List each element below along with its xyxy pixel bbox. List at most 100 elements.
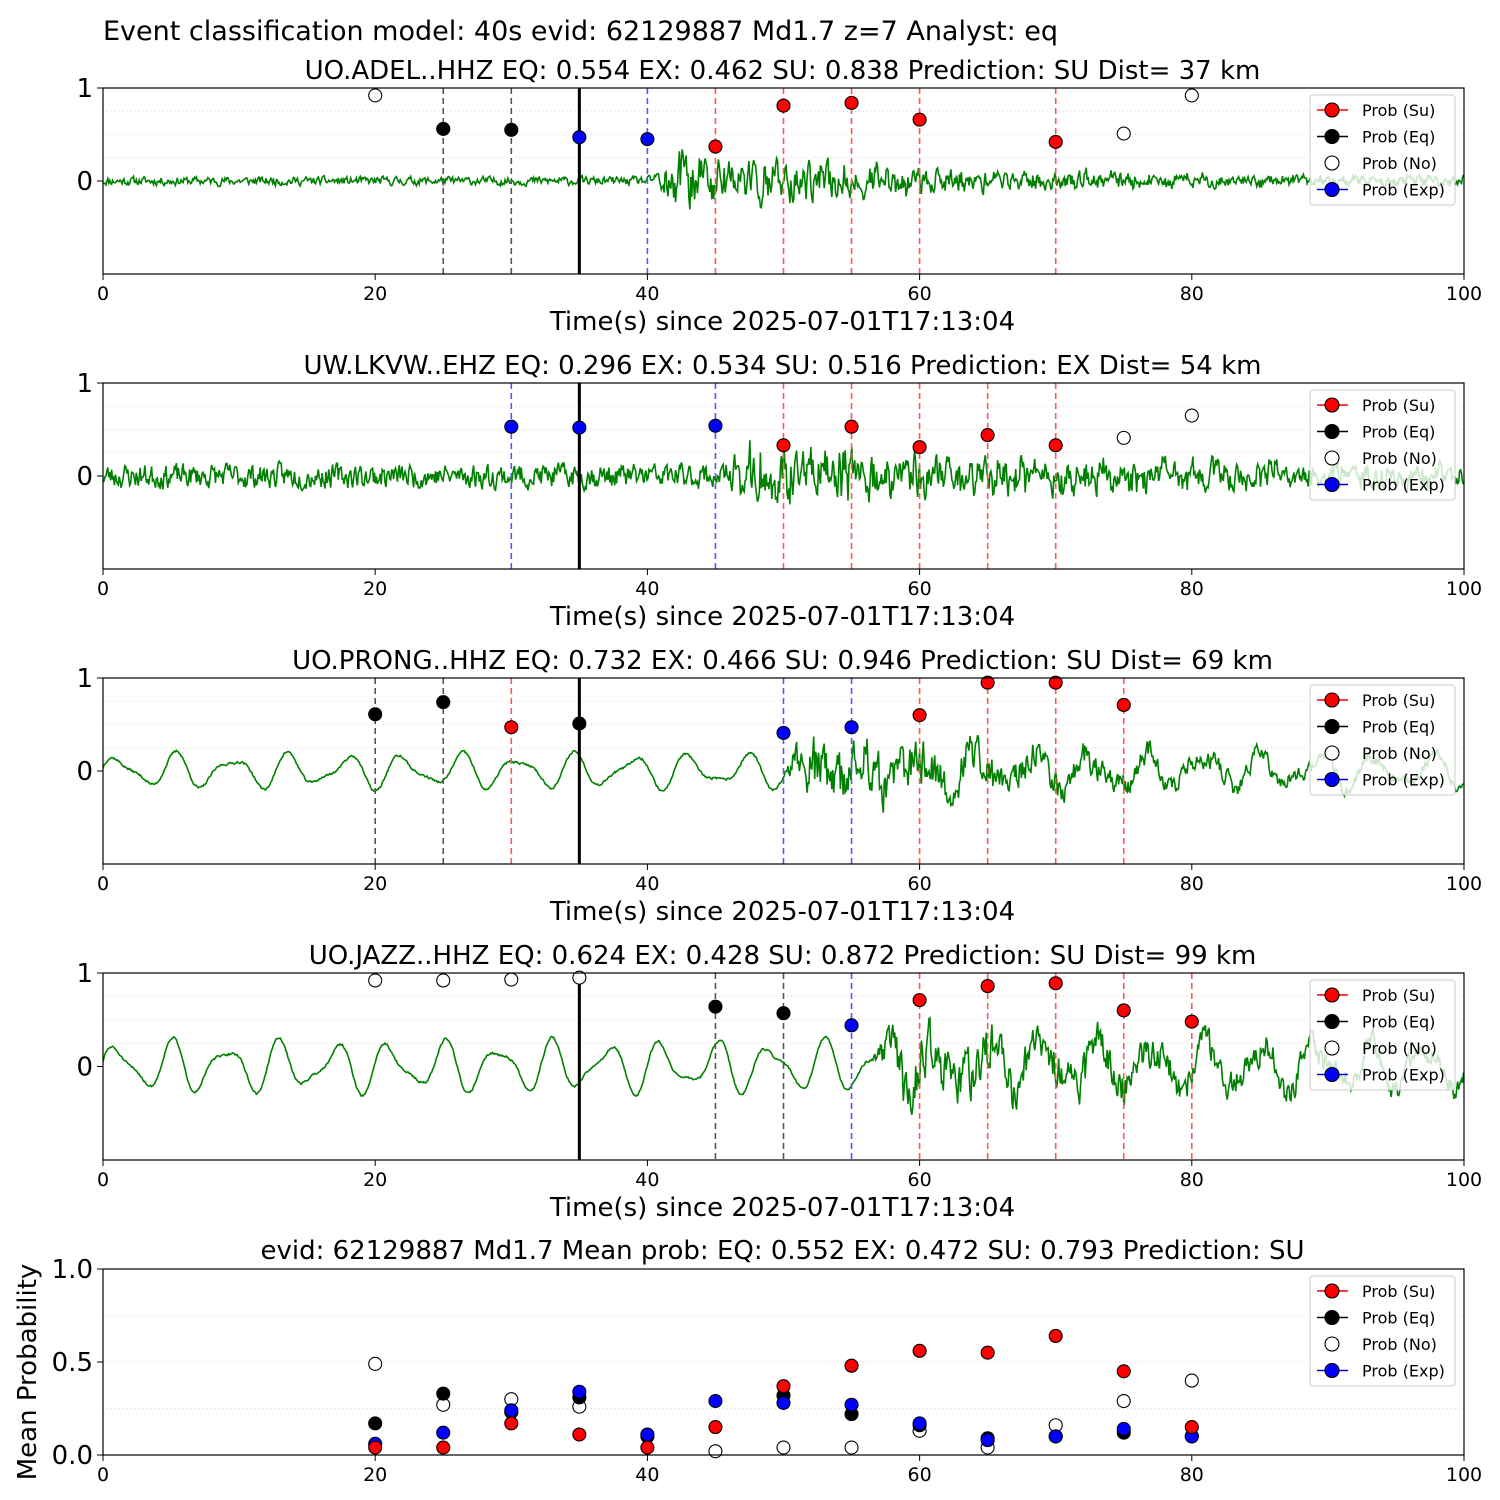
point-exp (776, 725, 791, 740)
x-tick-label: 80 (1180, 873, 1204, 895)
point-no (1116, 430, 1131, 445)
x-tick-label: 100 (1446, 578, 1482, 600)
legend-label-su: Prob (Su) (1362, 1282, 1435, 1301)
point-exp (708, 1394, 723, 1409)
x-tick-label: 0 (97, 578, 109, 600)
point-exp (844, 1397, 859, 1412)
point-eq (504, 122, 519, 137)
y-tick-label: 0 (76, 462, 93, 492)
point-exp (844, 1018, 859, 1033)
x-tick-label: 0 (97, 873, 109, 895)
point-su (708, 1420, 723, 1435)
point-su (980, 428, 995, 443)
point-su (1048, 134, 1063, 149)
legend-marker-eq (1324, 423, 1340, 440)
point-no (776, 1440, 791, 1455)
point-exp (912, 1416, 927, 1431)
legend-label-exp: Prob (Exp) (1362, 771, 1445, 790)
point-exp (844, 720, 859, 735)
panel-3: 0 20 40 60 80 100 0 1 UO.PRONG..HHZ EQ: 0.732 EX… (76, 646, 1482, 927)
point-no (504, 972, 519, 987)
point-exp (436, 1425, 451, 1440)
legend-marker-exp (1324, 181, 1340, 198)
legend-box (1309, 94, 1456, 206)
point-no (368, 88, 383, 103)
x-axis-label: Time(s) since 2025-07-01T17:13:04 (549, 1193, 1015, 1223)
legend-label-eq: Prob (Eq) (1362, 423, 1435, 442)
y-tick-label: 0.5 (52, 1348, 93, 1378)
x-tick-label: 100 (1446, 283, 1482, 305)
point-su (1116, 1364, 1131, 1379)
x-tick-label: 40 (635, 1464, 659, 1486)
x-axis-label: Time(s) since 2025-07-01T17:13:04 (549, 307, 1015, 337)
legend-label-eq: Prob (Eq) (1362, 1013, 1435, 1032)
panel-title: evid: 62129887 Md1.7 Mean prob: EQ: 0.55… (261, 1236, 1305, 1266)
point-exp (572, 130, 587, 145)
x-axis-label: Time(s) since 2025-07-01T17:13:04 (549, 897, 1015, 927)
legend-marker-no (1324, 155, 1340, 171)
legend-label-no: Prob (No) (1362, 744, 1437, 763)
legend-label-no: Prob (No) (1362, 1335, 1437, 1354)
x-tick-label: 40 (635, 283, 659, 305)
x-tick-label: 40 (635, 873, 659, 895)
x-tick-label: 60 (908, 1464, 932, 1486)
point-su (980, 675, 995, 690)
point-su (504, 1416, 519, 1431)
point-su (912, 993, 927, 1008)
x-tick-label: 20 (363, 283, 387, 305)
point-no (708, 1444, 723, 1459)
y-tick-label: 0 (76, 167, 93, 197)
point-no (1116, 126, 1131, 141)
point-su (504, 720, 519, 735)
x-tick-label: 0 (97, 1464, 109, 1486)
legend-marker-no (1324, 450, 1340, 466)
legend-marker-no (1324, 745, 1340, 761)
point-no (368, 973, 383, 988)
x-tick-label: 60 (908, 873, 932, 895)
point-eq (436, 695, 451, 710)
y-tick-label: 0 (76, 757, 93, 787)
point-no (1184, 1373, 1199, 1388)
point-eq (708, 999, 723, 1014)
point-eq (776, 1006, 791, 1021)
legend-marker-eq (1324, 1309, 1340, 1326)
x-tick-label: 40 (635, 578, 659, 600)
panel-4: 0 20 40 60 80 100 0 1 UO.JAZZ..HHZ EQ: 0.624 EX:… (76, 941, 1482, 1223)
legend-label-exp: Prob (Exp) (1362, 476, 1445, 495)
point-exp (708, 418, 723, 433)
legend-marker-eq (1324, 1013, 1340, 1030)
legend: Prob (Su) Prob (Eq) Prob (No) Prob (Exp) (1309, 94, 1456, 206)
legend-label-exp: Prob (Exp) (1362, 1066, 1445, 1085)
point-no (1184, 408, 1199, 423)
point-su (776, 1379, 791, 1394)
point-su (912, 1343, 927, 1358)
x-tick-label: 60 (908, 578, 932, 600)
legend-marker-no (1324, 1040, 1340, 1056)
x-tick-label: 40 (635, 1169, 659, 1191)
point-su (844, 419, 859, 434)
y-axis-label: Mean Probability (13, 1264, 43, 1481)
panel-title: UO.ADEL..HHZ EQ: 0.554 EX: 0.462 SU: 0.8… (305, 56, 1261, 86)
legend-label-eq: Prob (Eq) (1362, 718, 1435, 737)
point-su (572, 1427, 587, 1442)
legend-label-eq: Prob (Eq) (1362, 1309, 1435, 1328)
y-tick-label: 1 (76, 74, 93, 104)
legend-marker-su (1324, 692, 1340, 708)
legend-marker-no (1324, 1336, 1340, 1352)
x-tick-label: 20 (363, 578, 387, 600)
point-exp (504, 1403, 519, 1418)
point-su (1184, 1014, 1199, 1029)
point-su (640, 1440, 655, 1455)
legend-marker-eq (1324, 718, 1340, 735)
y-tick-label: 1 (76, 959, 93, 989)
legend-box (1309, 684, 1456, 796)
point-eq (572, 716, 587, 731)
point-su (912, 112, 927, 127)
panel-title: UO.JAZZ..HHZ EQ: 0.624 EX: 0.428 SU: 0.8… (309, 941, 1257, 971)
panel-1: 0 20 40 60 80 100 0 1 UO.ADEL..HHZ EQ: 0.554 EX:… (76, 56, 1482, 337)
x-axis-label: Time(s) since 2025-07-01T17:13:04 (549, 602, 1015, 632)
legend: Prob (Su) Prob (Eq) Prob (No) Prob (Exp) (1309, 1275, 1456, 1387)
legend-label-su: Prob (Su) (1362, 396, 1435, 415)
panel-2: 0 20 40 60 80 100 0 1 UW.LKVW..EHZ EQ: 0.296 EX:… (76, 351, 1482, 632)
